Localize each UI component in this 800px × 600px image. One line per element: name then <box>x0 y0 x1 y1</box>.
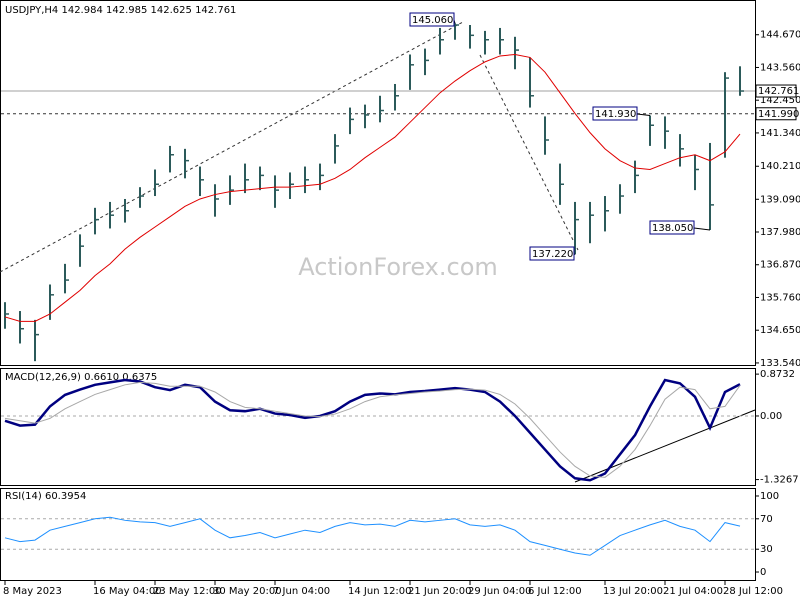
y-tick-label: 100 <box>760 491 779 502</box>
level-label-box <box>755 107 797 121</box>
y-tick-label: 142.450 <box>760 95 800 106</box>
panel-title: USDJPY,H4 142.984 142.985 142.625 142.76… <box>5 5 236 16</box>
series-line <box>4 381 741 478</box>
price-panel <box>0 0 756 366</box>
y-tick-label: 135.760 <box>760 292 800 303</box>
panel-title: MACD(12,26,9) 0.6610 0.6375 <box>5 372 157 383</box>
x-tick-label: 28 Jul 12:00 <box>723 586 783 597</box>
y-tick-label: 0 <box>760 567 766 578</box>
panel-title: RSI(14) 60.3954 <box>5 491 86 502</box>
watermark: ActionForex.com <box>298 253 498 281</box>
point-label: 145.060 <box>412 15 453 26</box>
x-tick-label: 30 May 20:00 <box>213 586 282 597</box>
level-label: 141.990 <box>758 109 799 120</box>
x-tick-label: 13 Jul 20:00 <box>603 586 663 597</box>
x-tick-label: 29 Jun 04:00 <box>468 586 532 597</box>
label-box <box>649 220 695 235</box>
y-tick-label: 134.650 <box>760 325 800 336</box>
point-label: 141.930 <box>595 109 636 120</box>
label-box <box>409 12 455 27</box>
x-tick-label: 6 Jul 12:00 <box>528 586 582 597</box>
x-tick-label: 21 Jun 20:00 <box>408 586 472 597</box>
point-label: 138.050 <box>652 223 693 234</box>
y-tick-label: 144.670 <box>760 30 800 41</box>
label-connector <box>693 227 711 231</box>
y-tick-label: 30 <box>760 544 773 555</box>
y-tick-label: 136.870 <box>760 260 800 271</box>
x-tick-label: 21 Jul 04:00 <box>663 586 723 597</box>
series-line <box>4 53 741 322</box>
y-tick-label: 137.980 <box>760 227 800 238</box>
y-tick-label: 133.540 <box>760 358 800 369</box>
label-connector <box>636 113 651 117</box>
y-tick-label: 0.00 <box>760 411 782 422</box>
label-box <box>529 246 575 261</box>
y-tick-label: 0.8732 <box>760 369 795 380</box>
y-tick-label: 70 <box>760 514 773 525</box>
x-tick-label: 14 Jun 12:00 <box>348 586 412 597</box>
point-label: 137.220 <box>532 249 573 260</box>
y-tick-label: 139.090 <box>760 194 800 205</box>
label-box <box>592 106 638 121</box>
x-tick-label: 8 May 2023 <box>3 586 62 597</box>
series-line <box>4 378 741 482</box>
level-label-box <box>755 84 797 98</box>
y-tick-label: -1.3267 <box>760 475 799 486</box>
x-tick-label: 23 May 12:00 <box>153 586 222 597</box>
trend-line <box>0 21 464 273</box>
rsi-panel <box>0 488 756 581</box>
x-tick-label: 7 Jun 04:00 <box>273 586 330 597</box>
level-label: 142.761 <box>758 86 799 97</box>
macd-trend-line <box>574 409 756 483</box>
y-tick-label: 141.340 <box>760 128 800 139</box>
y-tick-label: 140.210 <box>760 161 800 172</box>
trend-line <box>479 54 579 251</box>
x-tick-label: 16 May 04:00 <box>93 586 162 597</box>
y-tick-label: 143.560 <box>760 62 800 73</box>
macd-panel <box>0 368 756 486</box>
series-line <box>4 516 741 556</box>
